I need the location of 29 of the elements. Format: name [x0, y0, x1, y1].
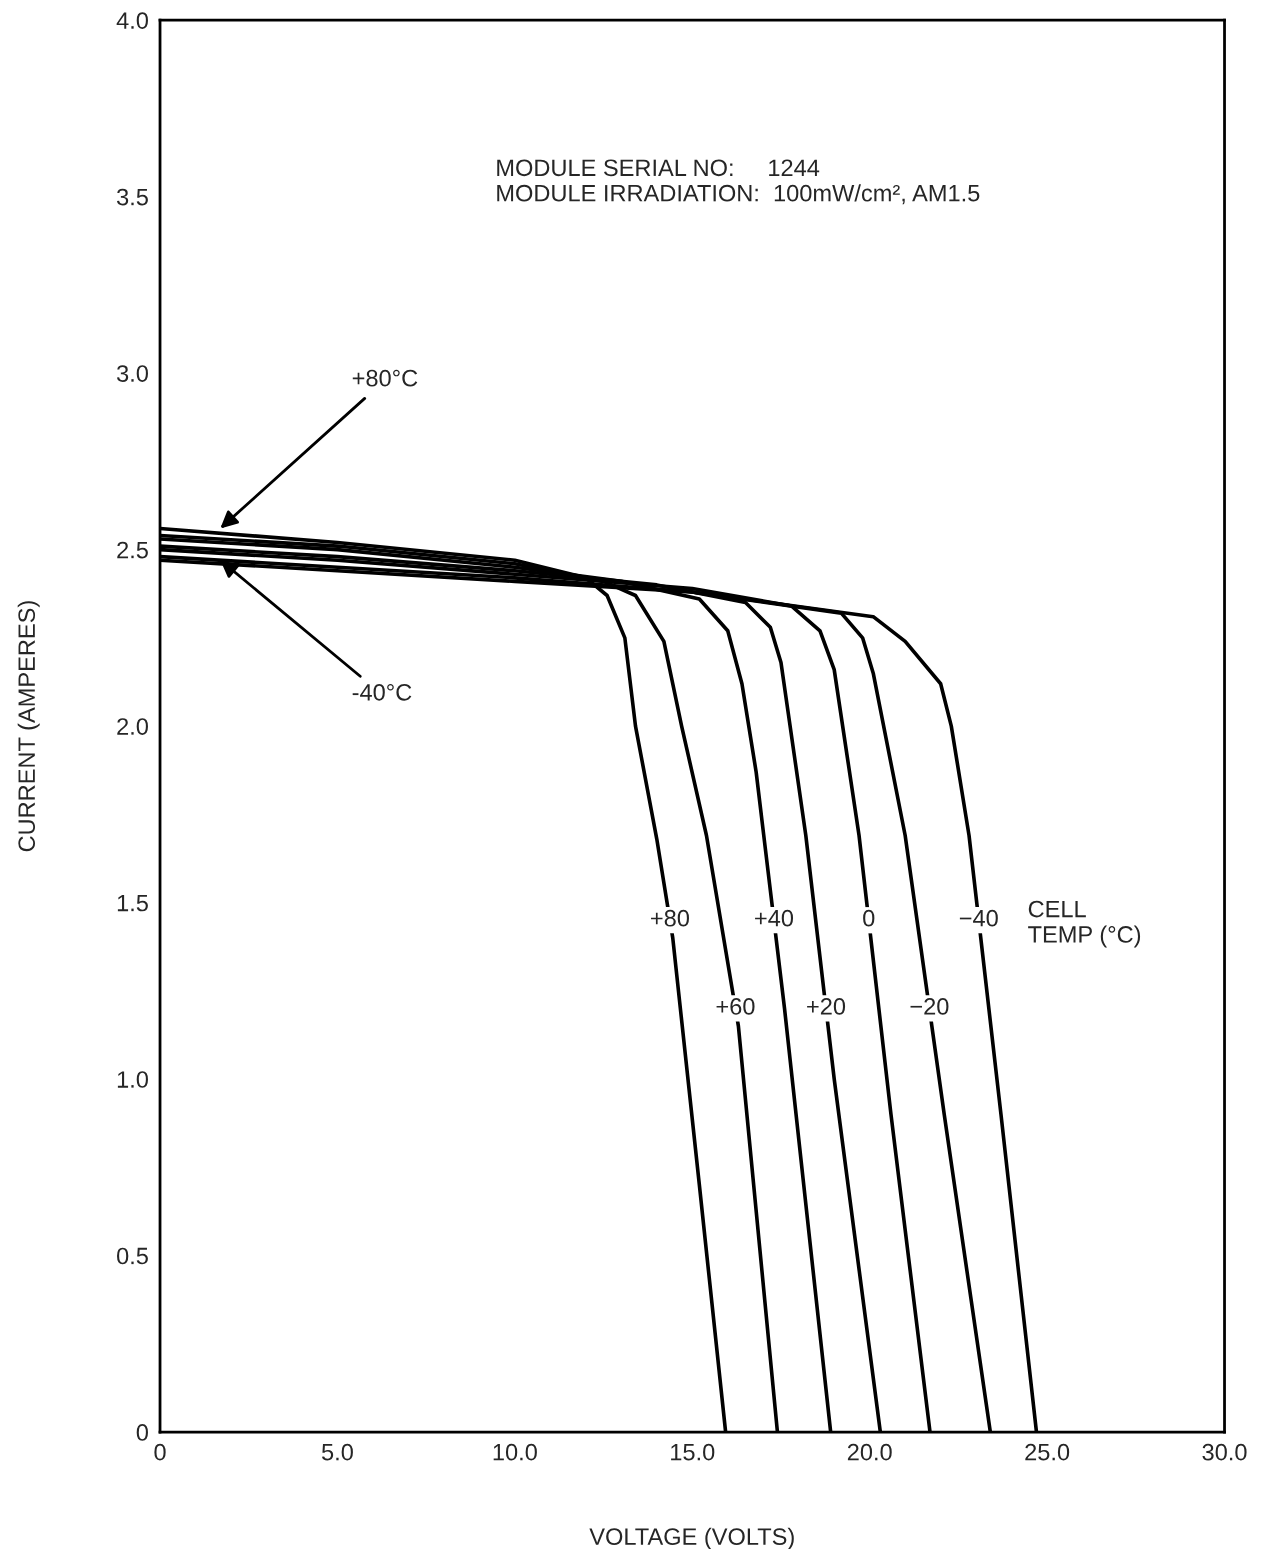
- annotation: MODULE SERIAL NO: 1244 MODULE IRRADIATION: 100mW/cm², AM1.5: [497, 159, 980, 205]
- x-tick-label: 30.0: [1202, 1443, 1247, 1461]
- annotation: CELL TEMP (°C): [1028, 900, 1141, 948]
- annotation: -40°C: [352, 683, 412, 701]
- series-label: +60: [716, 998, 755, 1015]
- series-label: +80: [651, 909, 690, 927]
- x-tick-label: 10.0: [493, 1443, 537, 1461]
- y-tick-label: 3.5: [116, 188, 148, 206]
- series-label: −40: [959, 909, 998, 927]
- series-label: 0: [863, 909, 875, 927]
- y-tick-label: 0.5: [117, 1247, 148, 1265]
- y-tick-label: 3.0: [116, 365, 148, 382]
- x-tick-label: 0: [154, 1443, 166, 1461]
- x-tick-label: 20.0: [847, 1443, 892, 1461]
- x-tick-label: 25.0: [1025, 1443, 1070, 1461]
- y-tick-label: 4.0: [116, 12, 148, 29]
- x-tick-label: 15.0: [671, 1443, 715, 1461]
- y-tick-label: 1.5: [117, 894, 148, 912]
- y-tick-label: 0: [136, 1424, 148, 1441]
- y-tick-label: 2.5: [117, 541, 148, 559]
- series-label: −20: [910, 998, 949, 1015]
- y-tick-label: 1.0: [117, 1071, 148, 1088]
- y-axis-title: CURRENT (AMPERES): [17, 601, 40, 852]
- series-label: +20: [807, 998, 846, 1015]
- annotation: +80°C: [352, 369, 418, 387]
- series-label: +40: [755, 909, 794, 927]
- y-tick-label: 2.0: [117, 718, 148, 735]
- x-axis-title: VOLTAGE (VOLTS): [589, 1527, 794, 1549]
- x-tick-label: 5.0: [321, 1443, 353, 1461]
